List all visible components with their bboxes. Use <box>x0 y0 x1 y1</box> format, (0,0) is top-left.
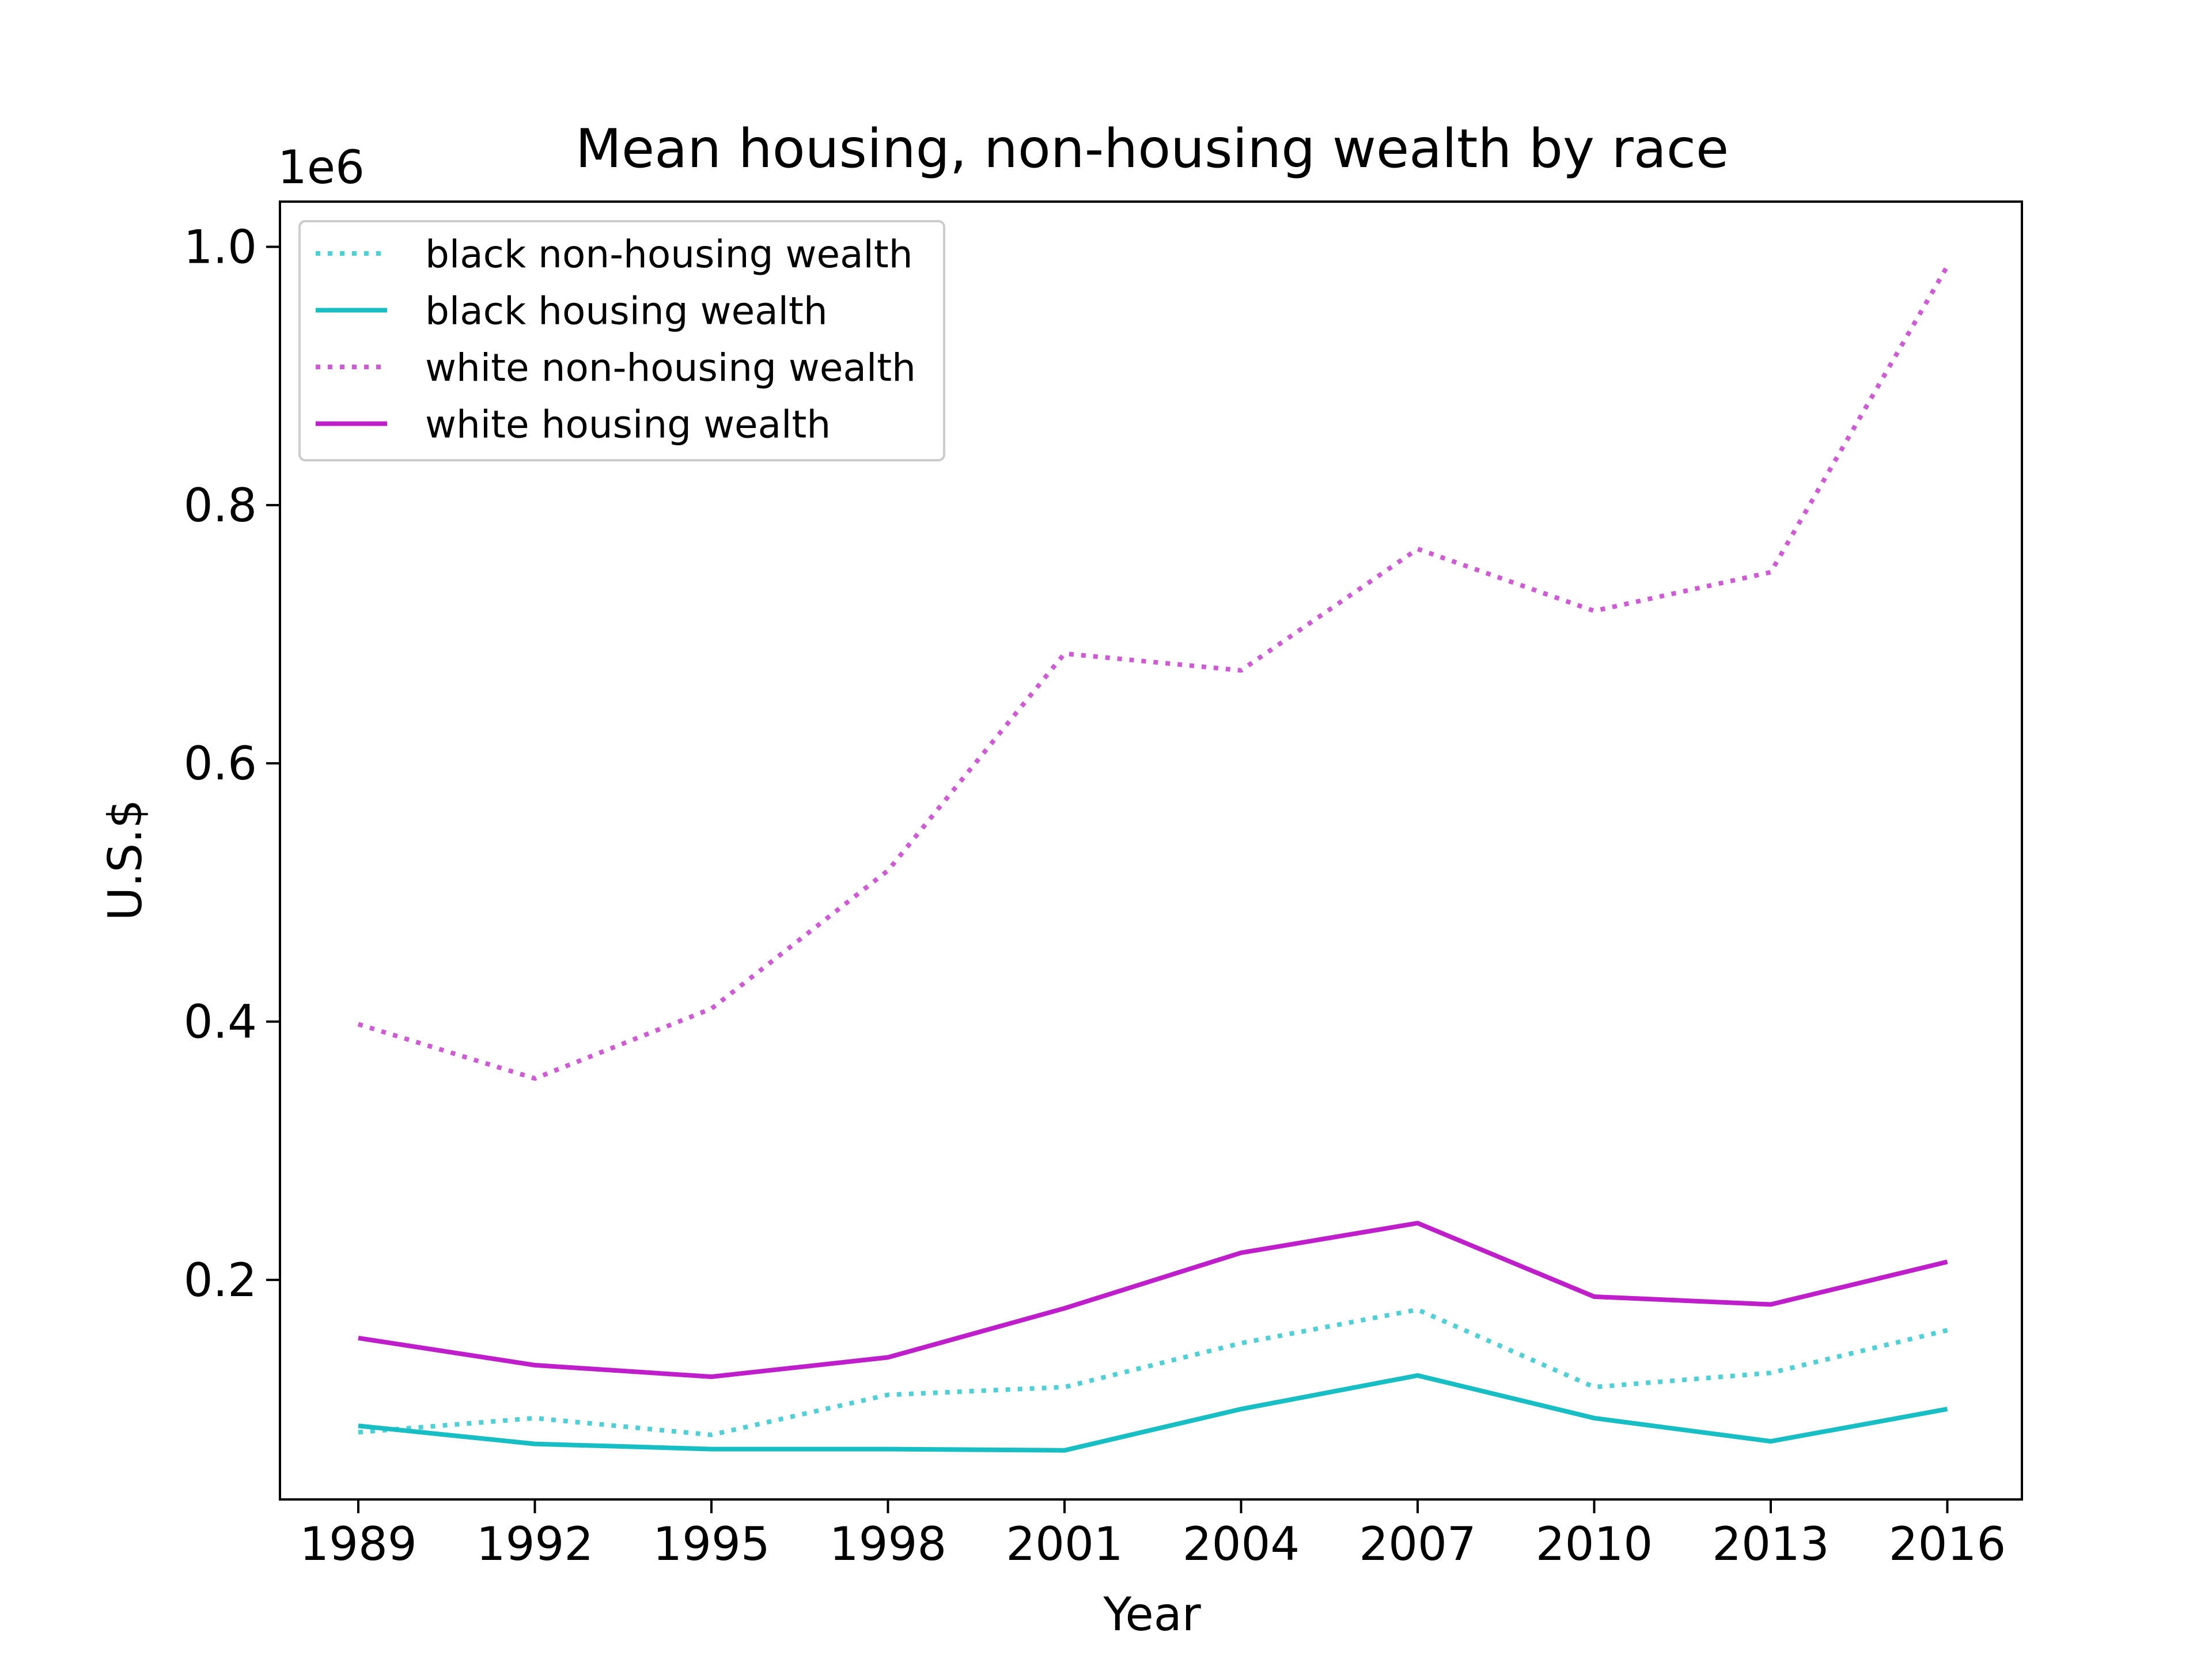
x-tick-label: 2007 <box>1359 1517 1476 1571</box>
series-line-0 <box>358 1307 1948 1437</box>
y-offset-label: 1e6 <box>278 141 365 194</box>
series-line-3 <box>358 1221 1948 1379</box>
x-axis-label: Year <box>1103 1588 1200 1641</box>
y-axis-label: U.S.$ <box>99 799 152 921</box>
y-tick-label: 1.0 <box>184 220 257 274</box>
plot-frame <box>279 200 2023 1501</box>
x-tick-label: 1992 <box>476 1517 594 1571</box>
chart-title: Mean housing, non-housing wealth by race <box>575 118 1729 180</box>
legend-box <box>298 220 945 461</box>
legend-label: black non-housing wealth <box>425 232 913 276</box>
legend-label: white housing wealth <box>425 403 831 447</box>
legend-label: white non-housing wealth <box>425 346 916 390</box>
y-tick-label: 0.4 <box>184 995 257 1049</box>
x-tick-label: 1995 <box>653 1517 770 1571</box>
legend: black non-housing wealth black housing we… <box>298 220 945 461</box>
series-layer <box>357 265 1949 1453</box>
x-tick-label: 2016 <box>1889 1517 2006 1571</box>
x-tick-label: 2004 <box>1183 1517 1300 1571</box>
ticks-layer: 1989 1992 1995 1998 2001 2004 2007 2010 2013 2016… <box>184 220 2006 1571</box>
y-tick-label: 0.6 <box>184 737 257 790</box>
series-line-1 <box>358 1373 1948 1453</box>
x-tick-label: 1989 <box>300 1517 417 1571</box>
x-tick-label: 2010 <box>1536 1517 1653 1571</box>
series-line-2 <box>357 265 1949 1081</box>
legend-label: black housing wealth <box>425 289 828 334</box>
x-tick-label: 2001 <box>1006 1517 1123 1571</box>
y-tick-label: 0.2 <box>184 1253 257 1307</box>
x-tick-label: 1998 <box>830 1517 947 1571</box>
x-tick-label: 2013 <box>1712 1517 1830 1571</box>
y-tick-label: 0.8 <box>184 479 257 532</box>
